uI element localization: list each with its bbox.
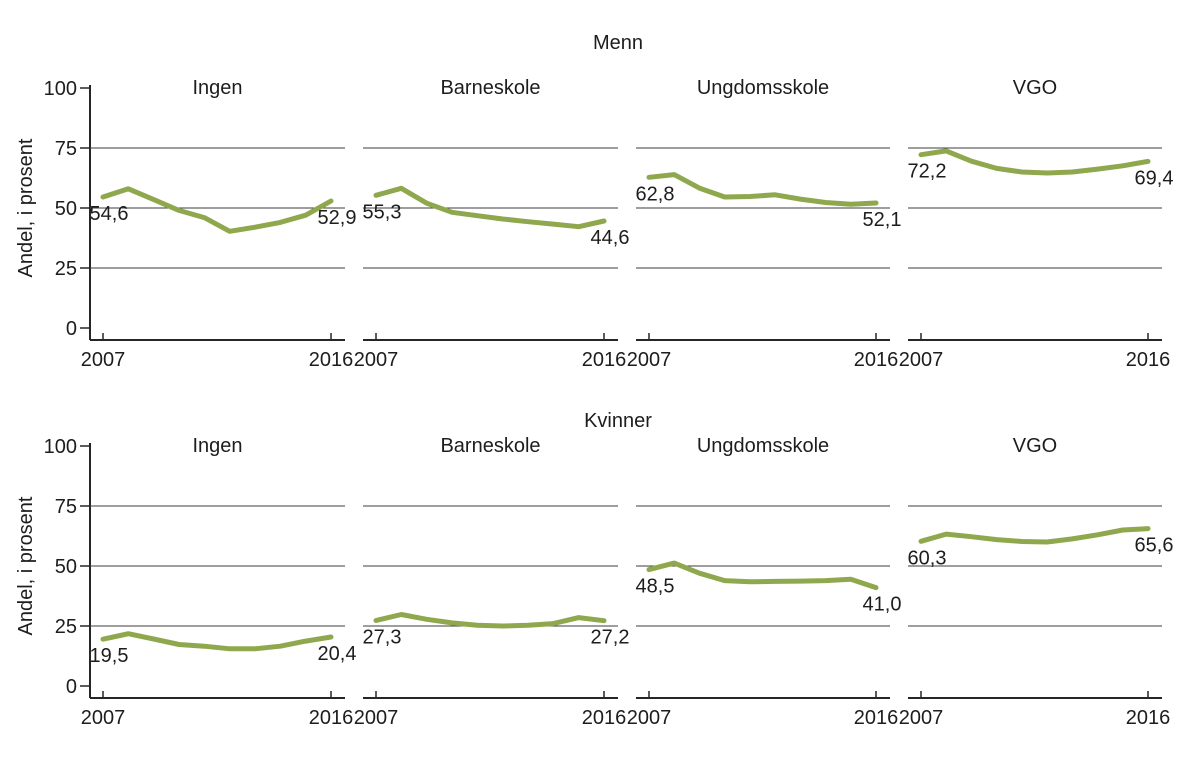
value-label-first: 27,3 [363,626,402,648]
value-label-last: 69,4 [1135,167,1174,189]
value-label-last: 20,4 [318,643,357,665]
x-tick-label: 2007 [354,349,399,371]
row-title: Menn [593,32,643,54]
value-label-last: 41,0 [863,594,902,616]
x-tick-label: 2016 [1126,349,1171,371]
row-title: Kvinner [584,410,652,432]
panel-title: Ingen [192,77,242,99]
value-label-first: 60,3 [908,547,947,569]
panel-title: Ingen [192,435,242,457]
y-tick-label: 100 [44,436,77,458]
y-tick-label: 50 [55,198,77,220]
x-tick-label: 2016 [309,349,354,371]
series-line [918,526,1151,545]
panel-title: Ungdomsskole [697,77,829,99]
x-tick-label: 2016 [854,349,899,371]
value-label-first: 48,5 [636,576,675,598]
value-label-last: 52,9 [318,207,357,229]
panel-title: VGO [1013,435,1057,457]
value-label-last: 44,6 [591,227,630,249]
x-tick-label: 2016 [309,707,354,729]
x-tick-label: 2007 [627,349,672,371]
value-label-first: 55,3 [363,201,402,223]
series-line [100,186,334,234]
series-line [373,612,607,629]
value-label-first: 54,6 [90,203,129,225]
value-label-first: 19,5 [90,645,129,667]
x-tick-label: 2007 [627,707,672,729]
x-tick-label: 2007 [899,349,944,371]
x-tick-label: 2016 [854,707,899,729]
series-line [373,185,607,230]
x-tick-label: 2007 [354,707,399,729]
value-label-first: 62,8 [636,183,675,205]
y-tick-label: 0 [66,676,77,698]
x-tick-label: 2016 [582,707,627,729]
x-tick-label: 2007 [81,349,126,371]
value-label-last: 27,2 [591,627,630,649]
series-line [918,148,1151,176]
y-tick-label: 100 [44,78,77,100]
panel-title: Ungdomsskole [697,435,829,457]
x-tick-label: 2016 [1126,707,1171,729]
series-line [646,172,879,207]
x-tick-label: 2007 [899,707,944,729]
value-label-last: 52,1 [863,209,902,231]
y-tick-label: 50 [55,556,77,578]
series-line [646,560,879,591]
series-line [100,631,334,652]
value-label-first: 72,2 [908,161,947,183]
value-label-last: 65,6 [1135,535,1174,557]
y-tick-label: 75 [55,496,77,518]
y-tick-label: 0 [66,318,77,340]
y-tick-label: 25 [55,616,77,638]
y-axis-label: Andel, i prosent [15,496,37,635]
panel-title: VGO [1013,77,1057,99]
x-tick-label: 2007 [81,707,126,729]
x-tick-label: 2016 [582,349,627,371]
y-tick-label: 25 [55,258,77,280]
y-tick-label: 75 [55,138,77,160]
panel-title: Barneskole [440,435,540,457]
panel-title: Barneskole [440,77,540,99]
y-axis-label: Andel, i prosent [15,138,37,277]
